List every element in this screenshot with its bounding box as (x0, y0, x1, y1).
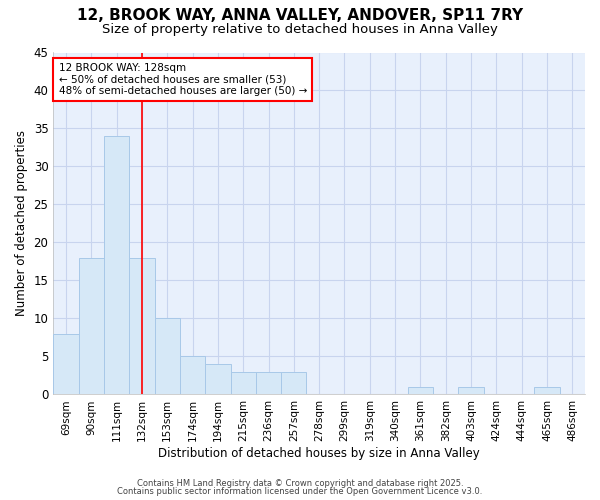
Text: 12, BROOK WAY, ANNA VALLEY, ANDOVER, SP11 7RY: 12, BROOK WAY, ANNA VALLEY, ANDOVER, SP1… (77, 8, 523, 22)
Bar (155, 318, 180, 394)
Bar (205, 364, 230, 394)
Bar (129, 258, 155, 394)
Y-axis label: Number of detached properties: Number of detached properties (15, 130, 28, 316)
Bar (79, 258, 104, 394)
Bar (281, 372, 307, 394)
Bar (458, 387, 484, 394)
Text: 12 BROOK WAY: 128sqm
← 50% of detached houses are smaller (53)
48% of semi-detac: 12 BROOK WAY: 128sqm ← 50% of detached h… (59, 63, 307, 96)
Text: Contains HM Land Registry data © Crown copyright and database right 2025.: Contains HM Land Registry data © Crown c… (137, 478, 463, 488)
Text: Contains public sector information licensed under the Open Government Licence v3: Contains public sector information licen… (118, 487, 482, 496)
Bar (535, 387, 560, 394)
X-axis label: Distribution of detached houses by size in Anna Valley: Distribution of detached houses by size … (158, 447, 480, 460)
Bar (104, 136, 129, 394)
Bar (230, 372, 256, 394)
Bar (180, 356, 205, 395)
Bar (53, 334, 79, 394)
Bar (256, 372, 281, 394)
Bar (408, 387, 433, 394)
Text: Size of property relative to detached houses in Anna Valley: Size of property relative to detached ho… (102, 22, 498, 36)
